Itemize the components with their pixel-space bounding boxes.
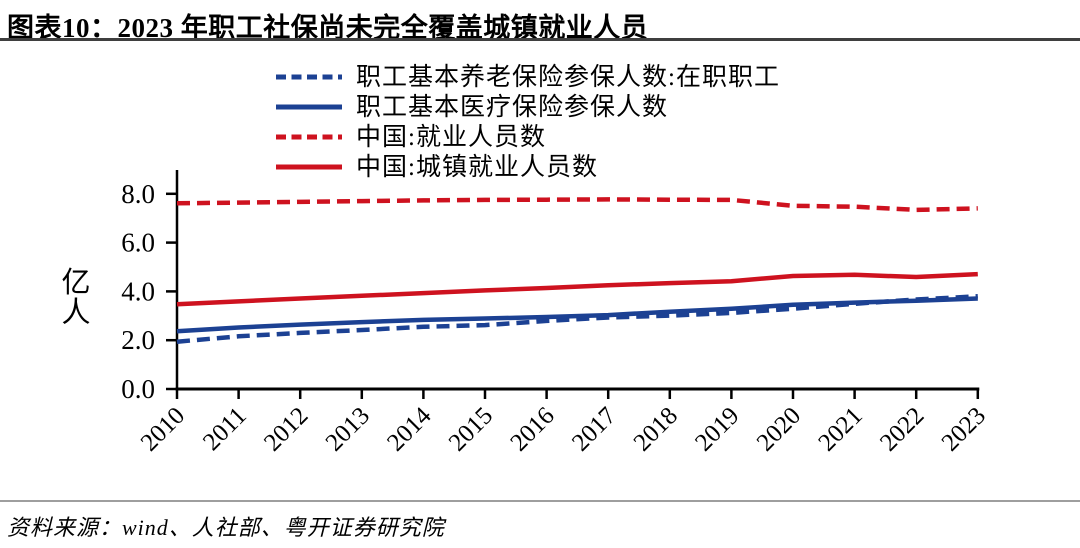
series-line-3 [176,197,978,213]
legend: 职工基本养老保险参保人数:在职职工 职工基本医疗保险参保人数 中国:就业人员数 中国:… [275,62,780,182]
y-axis-title: 亿人 [61,266,90,329]
legend-label: 中国:城镇就业人员数 [356,153,598,181]
series-line-2 [176,296,978,334]
legend-label: 职工基本养老保险参保人数:在职职工 [356,63,780,91]
title-divider [0,38,1080,41]
x-tick-label: 2019 [690,402,744,456]
y-tick-label: 0.0 [121,374,155,404]
x-tick-label: 2020 [752,402,806,456]
x-tick-label: 2012 [259,402,313,456]
source-divider [0,500,1080,502]
x-tick-label: 2010 [136,402,190,456]
x-tick-label: 2016 [505,402,559,456]
legend-swatch-dashed-line [276,74,342,80]
x-tick-label: 2023 [937,402,991,456]
legend-label: 中国:就业人员数 [356,123,546,151]
y-tick-label: 4.0 [121,276,155,306]
x-tick-label: 2018 [629,402,683,456]
legend-label: 职工基本医疗保险参保人数 [356,93,669,121]
y-tick-label: 6.0 [121,228,155,258]
x-tick-label: 2011 [198,402,252,456]
x-tick-label: 2014 [382,402,437,457]
y-tick-label: 8.0 [121,179,155,209]
x-tick-label: 2013 [321,402,375,456]
legend-item: 职工基本养老保险参保人数:在职职工 [275,62,780,92]
source-note: 资料来源：wind、人社部、粤开证券研究院 [7,515,445,540]
x-tick-label: 2022 [875,402,929,456]
x-tick-label: 2017 [567,402,621,456]
legend-item: 中国:城镇就业人员数 [275,152,780,182]
y-tick-label: 2.0 [121,325,155,355]
x-tick-label: 2015 [444,402,498,456]
legend-item: 职工基本医疗保险参保人数 [275,92,780,122]
legend-swatch-solid-line [276,164,342,170]
x-tick-label: 2021 [813,402,867,456]
legend-item: 中国:就业人员数 [275,122,780,152]
legend-swatch-dashed-line [276,134,342,140]
series-line-4 [176,271,978,307]
legend-swatch-solid-line [276,104,342,110]
